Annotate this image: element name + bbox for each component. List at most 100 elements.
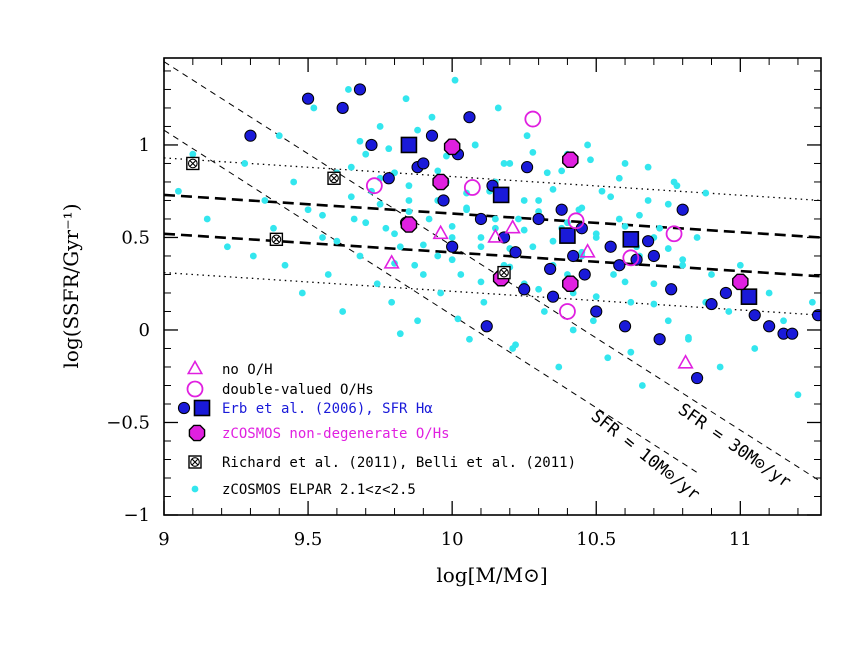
- point-small-dot-79: [650, 280, 658, 288]
- point-small-dot-107: [477, 234, 485, 241]
- point-small-dot-121: [679, 256, 687, 264]
- point-filled-circle-0: [244, 129, 257, 142]
- point-filled-circle-12: [474, 212, 488, 226]
- point-open-circle-0: [365, 177, 383, 195]
- point-open-triangle-2: [487, 228, 504, 243]
- point-small-dot-149: [500, 160, 508, 167]
- legend: no O/H double-valued O/Hs Erb et al. (2006…: [177, 359, 576, 498]
- point-small-dot-43: [466, 335, 473, 343]
- point-small-dot-40: [451, 76, 459, 84]
- point-filled-circle-32: [719, 286, 733, 300]
- point-small-dot-93: [780, 317, 787, 325]
- point-small-dot-53: [515, 215, 522, 223]
- point-small-dot-72: [610, 271, 617, 278]
- point-small-dot-124: [405, 182, 413, 190]
- point-filled-circle-44: [613, 259, 626, 272]
- point-small-dot-20: [356, 252, 364, 260]
- point-small-dot-37: [437, 289, 445, 297]
- point-filled-hexagon-2: [443, 138, 461, 156]
- point-small-dot-112: [549, 237, 557, 245]
- point-small-dot-125: [434, 167, 442, 175]
- sfr30-line-label: SFR = 30M⊙/yr: [674, 400, 794, 493]
- point-small-dot-23: [373, 280, 381, 288]
- legend-label: Richard et al. (2011), Belli et al. (201…: [222, 455, 576, 471]
- data-points: [175, 76, 821, 399]
- point-filled-circle-45: [647, 249, 660, 263]
- point-small-dot-97: [333, 237, 341, 245]
- point-small-dot-71: [604, 354, 612, 362]
- reference-lines: [164, 61, 821, 483]
- x-tick-label: 9: [158, 529, 169, 550]
- point-filled-circle-31: [705, 297, 718, 311]
- point-open-circle-4: [567, 212, 585, 230]
- ref-line-3: [164, 232, 821, 278]
- point-small-dot-158: [454, 315, 462, 323]
- y-axis-title: log(SSFR/Gyr⁻¹): [59, 204, 83, 369]
- point-small-dot-25: [382, 224, 390, 232]
- y-tick-label: 0: [139, 320, 150, 341]
- point-small-dot-5: [249, 252, 257, 260]
- point-small-dot-56: [529, 243, 537, 251]
- point-small-dot-105: [448, 222, 456, 230]
- y-tick-label: −1: [123, 505, 150, 526]
- point-filled-circle-27: [653, 333, 666, 346]
- point-small-dot-0: [175, 187, 182, 195]
- point-filled-circle-36: [786, 327, 799, 340]
- point-filled-circle-18: [544, 262, 557, 276]
- point-small-dot-106: [463, 204, 470, 212]
- point-filled-circle-29: [676, 203, 689, 216]
- point-small-dot-77: [638, 382, 646, 389]
- point-small-dot-153: [615, 174, 623, 182]
- point-small-dot-161: [627, 348, 635, 356]
- legend-label: no O/H: [222, 362, 273, 378]
- point-small-dot-61: [555, 363, 563, 371]
- point-small-dot-128: [520, 197, 528, 204]
- point-small-dot-151: [558, 167, 566, 175]
- point-small-dot-108: [491, 215, 499, 223]
- point-small-dot-83: [679, 261, 687, 269]
- tick-labels: 9 9.5 10 10.5 11 −1 −0.5 0 0.5 1: [106, 135, 751, 550]
- y-tick-label: −0.5: [106, 412, 150, 433]
- point-small-dot-73: [615, 215, 623, 223]
- legend-marker: [191, 485, 199, 493]
- point-small-dot-145: [385, 145, 393, 153]
- point-small-dot-48: [491, 224, 499, 232]
- point-filled-circle-17: [532, 212, 545, 226]
- legend-entry: no O/H: [186, 359, 273, 378]
- point-small-dot-34: [425, 215, 433, 223]
- point-filled-square-4: [740, 288, 758, 305]
- x-tick-label: 11: [729, 529, 752, 550]
- point-small-dot-80: [656, 224, 664, 232]
- point-small-dot-157: [396, 330, 404, 338]
- point-filled-circle-9: [437, 194, 450, 207]
- point-small-dot-7: [270, 224, 277, 232]
- point-open-circle-3: [559, 303, 576, 320]
- point-small-dot-136: [448, 256, 456, 264]
- point-small-dot-99: [362, 219, 370, 227]
- point-small-dot-96: [319, 211, 326, 219]
- point-small-dot-28: [396, 243, 404, 251]
- point-small-dot-152: [587, 156, 594, 164]
- point-small-dot-131: [607, 193, 615, 201]
- point-open-circle-5: [622, 249, 640, 267]
- legend-entry: Richard et al. (2011), Belli et al. (201…: [188, 455, 576, 471]
- legend-label: Erb et al. (2006), SFR Hα: [222, 401, 433, 417]
- point-small-dot-91: [751, 345, 759, 352]
- legend-entry: double-valued O/Hs: [186, 380, 374, 398]
- point-small-dot-70: [598, 187, 606, 195]
- point-small-dot-98: [347, 193, 355, 201]
- point-small-dot-132: [636, 211, 643, 219]
- point-filled-circle-21: [578, 268, 591, 281]
- point-small-dot-141: [592, 293, 600, 301]
- point-filled-circle-23: [604, 240, 617, 253]
- point-small-dot-32: [414, 317, 421, 325]
- y-tick-label: 1: [139, 135, 150, 156]
- point-small-dot-1: [189, 150, 197, 158]
- point-small-dot-144: [356, 137, 364, 145]
- point-small-dot-90: [736, 261, 744, 269]
- x-tick-label: 9.5: [294, 529, 323, 550]
- point-open-circle-2: [524, 110, 542, 128]
- point-small-dot-74: [621, 160, 629, 167]
- point-filled-circle-16: [520, 161, 534, 174]
- legend-marker: [186, 380, 204, 398]
